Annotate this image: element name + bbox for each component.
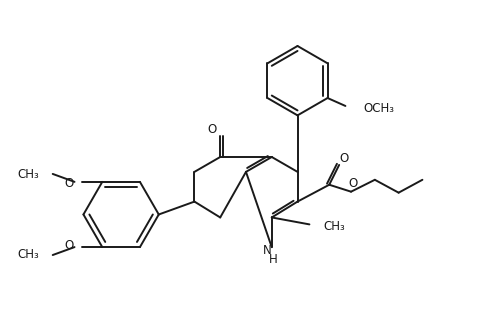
Text: O: O xyxy=(347,177,357,190)
Text: OCH₃: OCH₃ xyxy=(363,102,393,115)
Text: H: H xyxy=(269,253,278,266)
Text: N: N xyxy=(262,244,271,257)
Text: O: O xyxy=(207,123,217,136)
Text: O: O xyxy=(64,239,73,252)
Text: O: O xyxy=(64,177,73,190)
Text: CH₃: CH₃ xyxy=(17,168,39,182)
Text: CH₃: CH₃ xyxy=(17,248,39,260)
Text: CH₃: CH₃ xyxy=(323,220,345,233)
Text: O: O xyxy=(339,152,348,166)
